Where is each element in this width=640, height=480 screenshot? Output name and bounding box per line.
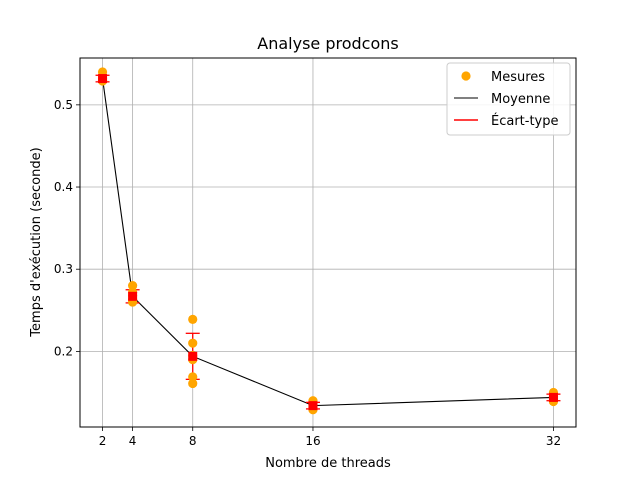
x-tick-label: 4 — [129, 434, 137, 448]
legend-label: Mesures — [491, 70, 545, 85]
y-axis-label: Temps d'exécution (seconde) — [29, 147, 44, 337]
y-tick-label: 0.3 — [54, 262, 73, 276]
y-tick-label: 0.2 — [54, 344, 73, 358]
x-axis-label: Nombre de threads — [265, 456, 391, 471]
mean-marker — [308, 401, 318, 411]
axes: 2 4 8 16 32 0.2 0.3 0.4 0.5 — [54, 98, 561, 448]
mean-marker — [128, 291, 138, 301]
mean-marker — [188, 351, 198, 361]
y-tick-label: 0.4 — [54, 180, 73, 194]
plot-frame-border — [79, 57, 577, 428]
legend-label: Écart-type — [491, 113, 559, 129]
chart-title: Analyse prodcons — [257, 34, 398, 53]
mean-marker — [548, 392, 558, 402]
plot-frame — [79, 57, 577, 428]
x-tick-label: 32 — [546, 434, 561, 448]
y-tick-label: 0.5 — [54, 98, 73, 112]
mean-marker — [98, 74, 108, 84]
x-tick-label: 16 — [305, 434, 320, 448]
legend: Mesures Moyenne Écart-type — [446, 62, 571, 136]
measurement-point — [188, 314, 198, 324]
measurement-point — [188, 372, 198, 382]
x-tick-label: 8 — [189, 434, 197, 448]
legend-marker-measurements — [461, 71, 471, 81]
measurement-point — [128, 281, 138, 291]
legend-label: Moyenne — [491, 92, 550, 107]
measurement-point — [188, 338, 198, 348]
x-tick-label: 2 — [99, 434, 107, 448]
measurement-point — [188, 378, 198, 389]
legend-box — [446, 62, 571, 136]
measurement-series — [97, 67, 559, 415]
